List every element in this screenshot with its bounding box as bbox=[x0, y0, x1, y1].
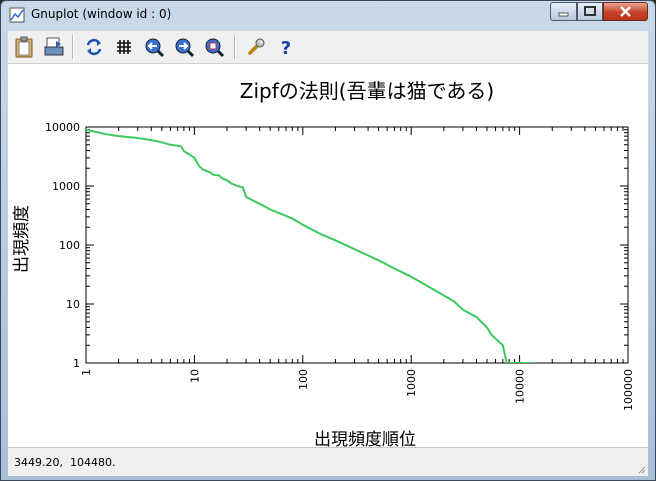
title-bar[interactable]: Gnuplot (window id : 0) bbox=[1, 1, 655, 29]
y-axis-label: 出現頻度 bbox=[12, 205, 32, 273]
x-tick-label: 100000 bbox=[622, 369, 635, 411]
x-tick-label: 10 bbox=[188, 369, 201, 383]
toolbar: ? bbox=[8, 31, 648, 64]
help-button[interactable]: ? bbox=[274, 35, 298, 59]
wrench-icon bbox=[248, 38, 265, 55]
zoom-next-button[interactable] bbox=[172, 35, 196, 59]
zoom-previous-button[interactable] bbox=[142, 35, 166, 59]
autoscale-button[interactable] bbox=[202, 35, 226, 59]
maximize-button[interactable] bbox=[577, 2, 603, 21]
cursor-coordinates: 3449.20, 104480. bbox=[14, 456, 116, 469]
options-button[interactable] bbox=[244, 35, 268, 59]
autoscale-icon bbox=[205, 38, 225, 58]
minimize-icon bbox=[558, 12, 569, 17]
arrow-right-icon bbox=[175, 38, 195, 58]
window-title: Gnuplot (window id : 0) bbox=[31, 7, 172, 21]
zipf-chart: Zipfの法則(吾輩は猫である) 1 10 100 1000 10000 100000 1 10… bbox=[12, 79, 635, 450]
series-line bbox=[86, 128, 535, 363]
x-tick-label: 1000 bbox=[405, 369, 418, 397]
resize-grip-icon[interactable] bbox=[636, 464, 646, 474]
toolbar-separator bbox=[72, 35, 74, 59]
y-tick-label: 1 bbox=[73, 357, 80, 370]
y-tick-label: 100 bbox=[59, 239, 80, 252]
plot-area[interactable]: Zipfの法則(吾輩は猫である) 1 10 100 1000 10000 100000 1 10… bbox=[8, 64, 648, 450]
print-button[interactable] bbox=[42, 35, 66, 59]
toolbar-separator bbox=[234, 35, 236, 59]
chart-title: Zipfの法則(吾輩は猫である) bbox=[240, 79, 494, 103]
gnuplot-app-icon bbox=[9, 7, 25, 23]
arrow-left-icon bbox=[145, 38, 165, 58]
y-tick-label: 1000 bbox=[52, 180, 80, 193]
maximize-icon bbox=[584, 6, 596, 16]
grid-icon bbox=[117, 40, 131, 54]
clipboard-copy-button[interactable] bbox=[12, 35, 36, 59]
grid-button[interactable] bbox=[112, 35, 136, 59]
y-tick-label: 10 bbox=[66, 298, 80, 311]
minimize-button[interactable] bbox=[550, 2, 577, 21]
replot-icon bbox=[86, 38, 102, 56]
x-axis-label: 出現頻度順位 bbox=[314, 430, 416, 447]
close-button[interactable] bbox=[603, 2, 648, 21]
status-bar: 3449.20, 104480. bbox=[8, 447, 648, 476]
close-icon bbox=[620, 6, 631, 17]
print-icon bbox=[44, 37, 64, 56]
replot-button[interactable] bbox=[82, 35, 106, 59]
x-tick-label: 1 bbox=[80, 369, 93, 376]
help-icon: ? bbox=[281, 38, 291, 59]
plot-border bbox=[85, 126, 629, 364]
x-tick-label: 10000 bbox=[514, 369, 527, 404]
x-tick-label: 100 bbox=[297, 369, 310, 390]
clipboard-icon bbox=[15, 36, 33, 58]
y-tick-label: 10000 bbox=[45, 121, 80, 134]
svg-text:?: ? bbox=[281, 38, 291, 59]
